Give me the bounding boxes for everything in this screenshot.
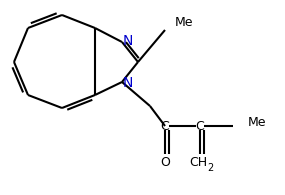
Text: Me: Me xyxy=(175,15,194,28)
Text: Me: Me xyxy=(248,115,266,129)
Text: C: C xyxy=(196,120,204,132)
Text: C: C xyxy=(161,120,169,132)
Text: N: N xyxy=(123,34,133,48)
Text: CH: CH xyxy=(189,155,207,168)
Text: N: N xyxy=(123,76,133,90)
Text: 2: 2 xyxy=(207,163,213,173)
Text: O: O xyxy=(160,155,170,168)
